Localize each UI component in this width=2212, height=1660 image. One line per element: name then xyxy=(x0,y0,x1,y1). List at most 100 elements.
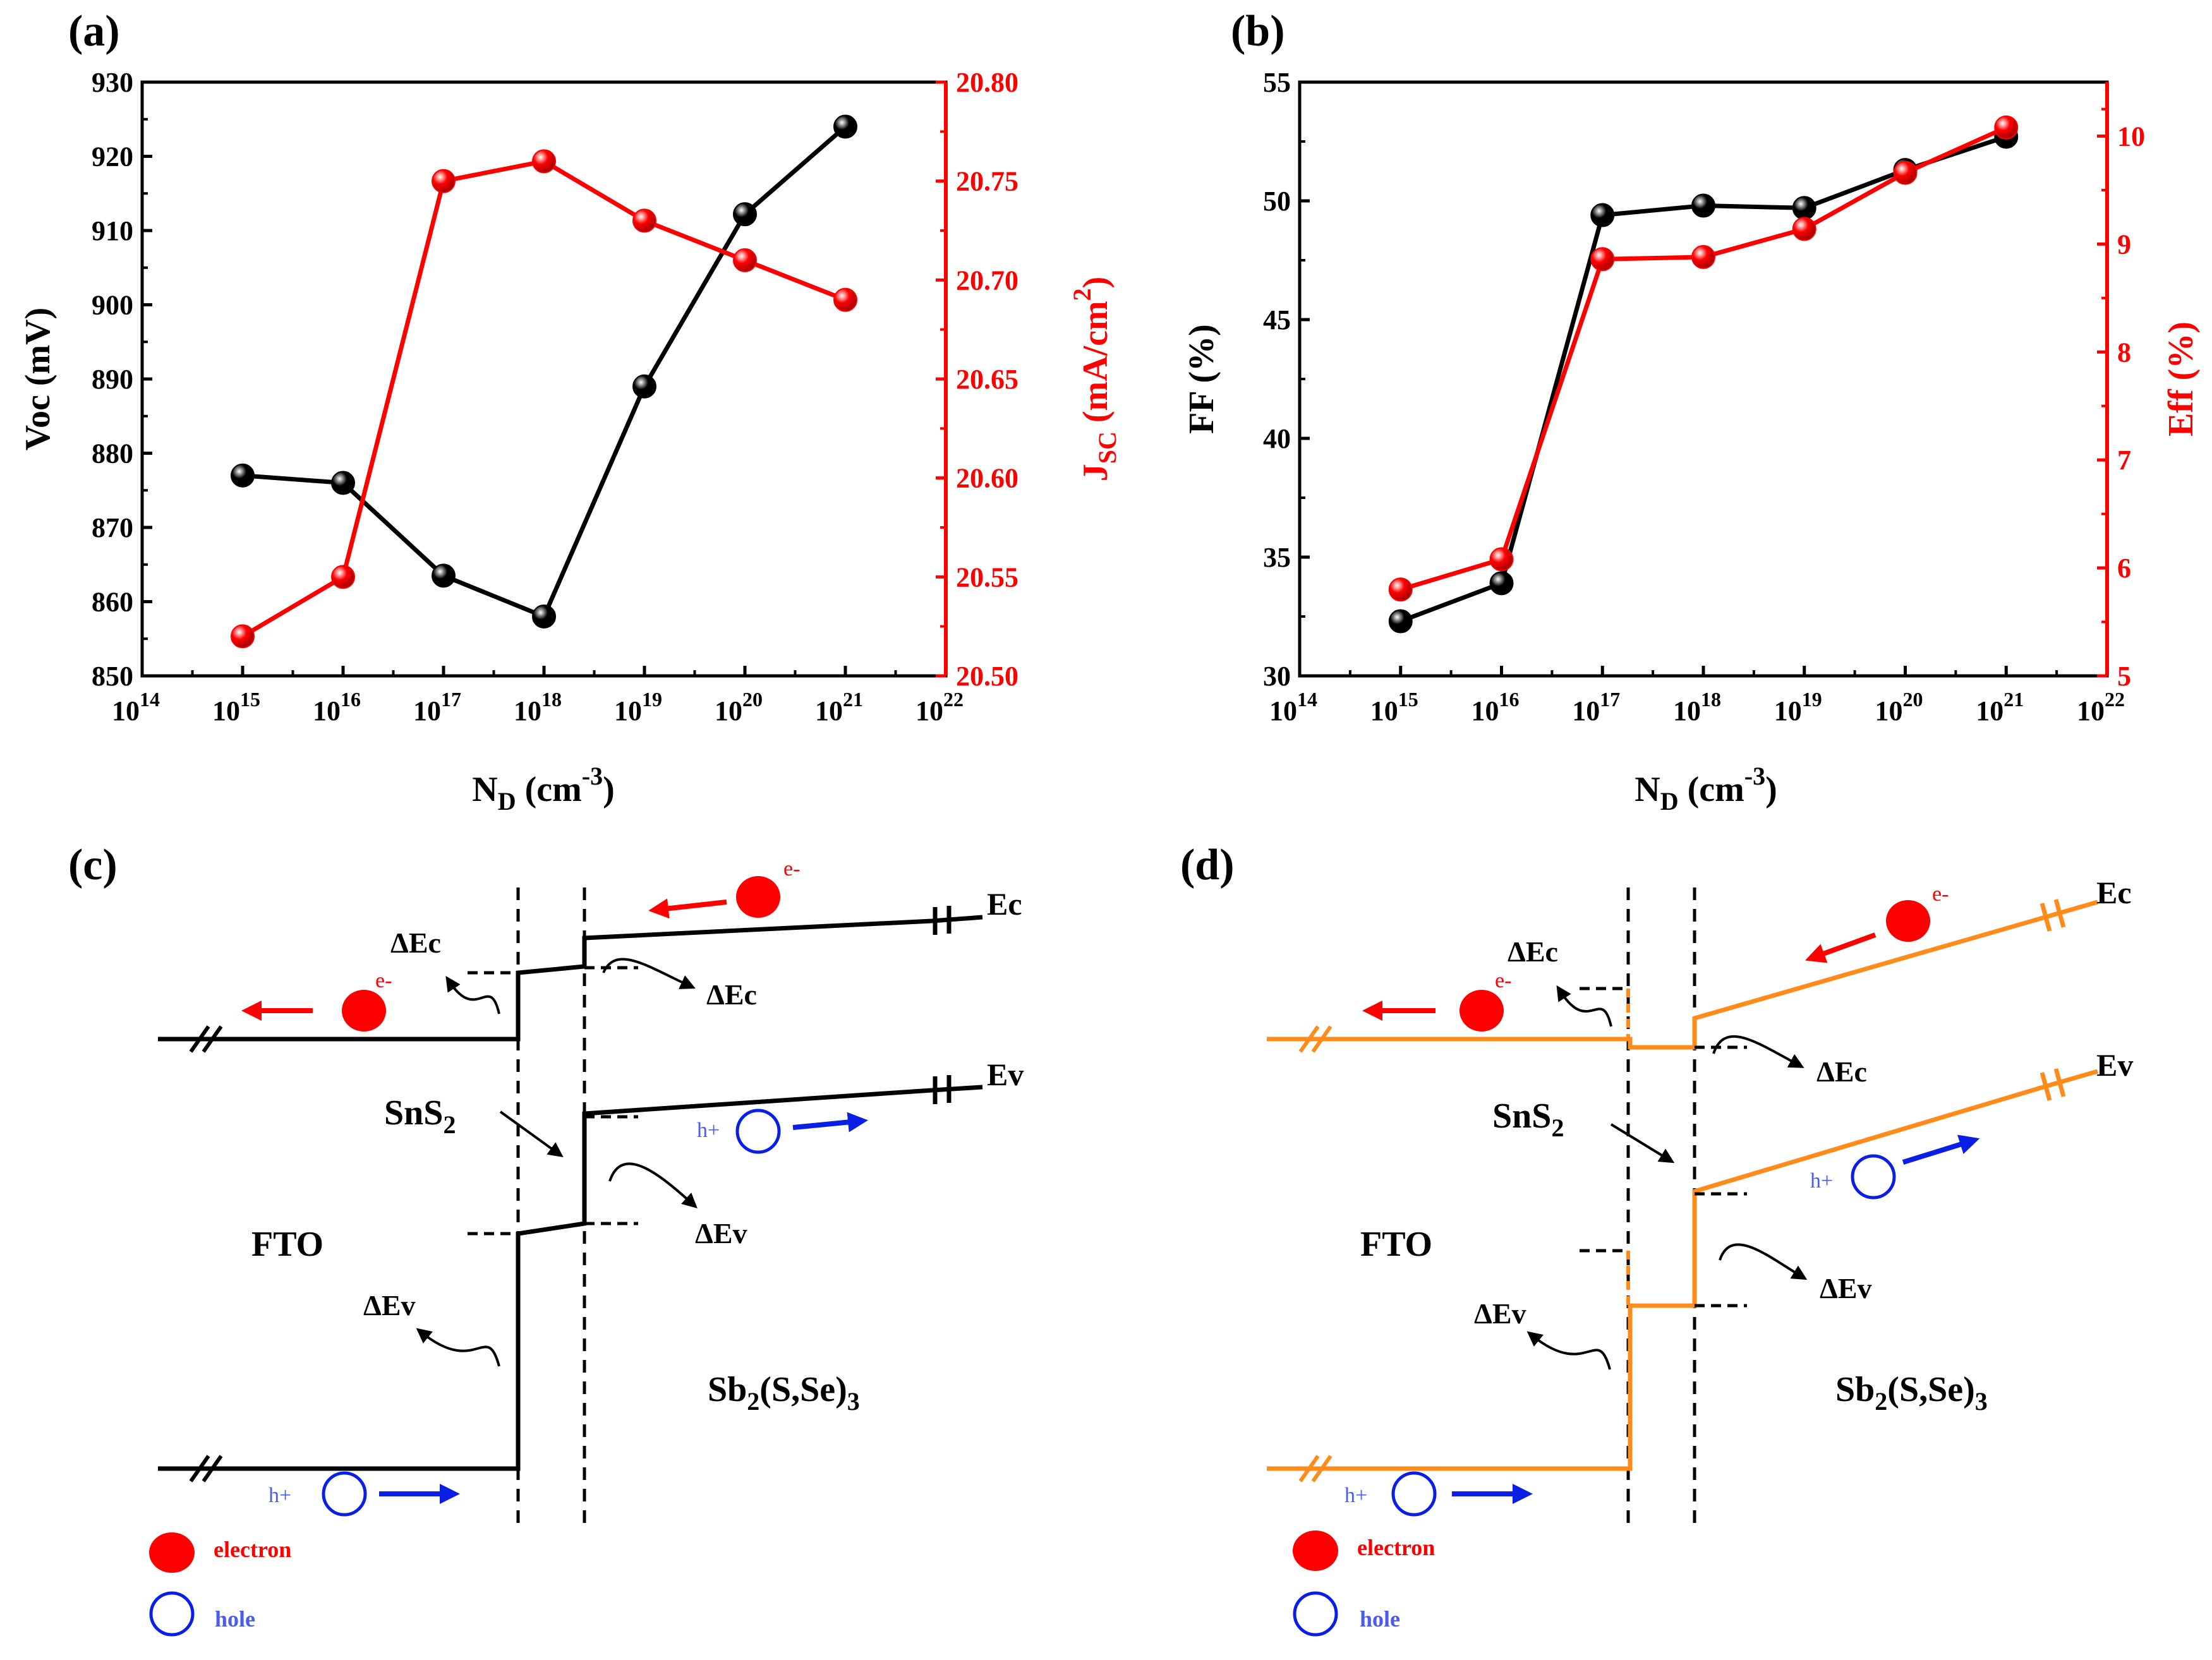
point-a-jsc-0 xyxy=(231,624,255,649)
legend-electron-icon-c xyxy=(149,1532,195,1573)
point-a-voc-1 xyxy=(331,471,355,495)
electron-icon-d1 xyxy=(1886,900,1930,942)
point-a-jsc-3 xyxy=(532,149,556,174)
e-label-c1: e- xyxy=(783,857,800,881)
snS2-label-c: SnS2 xyxy=(384,1093,456,1139)
fto-label-c: FTO xyxy=(251,1225,323,1264)
legend-hole-icon-c xyxy=(149,1591,195,1637)
h-label-c2: h+ xyxy=(269,1484,291,1507)
y-right-tick-label-a-3: 20.65 xyxy=(956,364,1018,395)
dEv-mid-arrow-c xyxy=(608,1162,698,1209)
dEv-mid-label-c: ΔEv xyxy=(695,1217,747,1249)
y-right-label-b: Eff (%) xyxy=(2161,322,2201,436)
legend-hole-label-c: hole xyxy=(215,1606,255,1632)
ec-break-d xyxy=(2040,903,2052,932)
y-right-label-a: JSC (mA/cm2) xyxy=(1068,277,1121,482)
valence-band-c xyxy=(158,1088,933,1471)
x-tick-label-b-6: 1020 xyxy=(1875,688,1923,726)
y-right-tick-label-a-4: 20.70 xyxy=(956,265,1018,296)
y-left-label-a: Voc (mV) xyxy=(18,308,57,451)
y-right-tick-label-a-2: 20.60 xyxy=(956,463,1018,494)
point-b-ff-0 xyxy=(1388,609,1413,634)
dEc-top-label-c: ΔEc xyxy=(390,927,441,959)
hole-icon-c1 xyxy=(735,1109,781,1154)
y-left-tick-label-a-7: 920 xyxy=(92,141,133,172)
y-right-tick-label-b-2: 7 xyxy=(2117,445,2131,476)
x-tick-label-b-7: 1021 xyxy=(1976,688,2024,726)
x-tick-label-a-6: 1020 xyxy=(715,688,763,726)
y-left-tick-label-b-4: 50 xyxy=(1263,186,1291,217)
hole-icon-d2 xyxy=(1391,1471,1437,1517)
x-tick-label-a-7: 1021 xyxy=(815,688,863,726)
e-label-c2: e- xyxy=(375,969,392,992)
y-left-tick-label-a-0: 850 xyxy=(92,661,133,692)
band-diagram-c: (c) ΔEc ΔEc ΔEv ΔEv SnS2 xyxy=(68,841,1024,1637)
x-tick-label-b-5: 1019 xyxy=(1774,688,1822,726)
x-label-b: ND (cm-3) xyxy=(1635,762,1777,815)
dEv-left-label-c: ΔEv xyxy=(363,1289,416,1321)
electron-icon-c1 xyxy=(736,876,780,918)
band-diagram-d: (d) ΔEc ΔEc ΔEv ΔEv xyxy=(1180,841,2133,1637)
y-right-tick-label-a-1: 20.55 xyxy=(956,562,1018,592)
valence-band-d xyxy=(1267,1084,2046,1471)
y-left-label-b: FF (%) xyxy=(1182,324,1221,434)
point-b-eff-1 xyxy=(1489,547,1514,572)
dEc-right-arrow-d xyxy=(1712,1035,1804,1068)
point-a-jsc-4 xyxy=(632,208,656,233)
y-left-tick-label-a-8: 930 xyxy=(92,67,133,98)
legend-hole-label-d: hole xyxy=(1360,1606,1400,1632)
dEc-top-label-d: ΔEc xyxy=(1508,935,1558,968)
hole-icon-d1 xyxy=(1851,1154,1896,1200)
left-break-d xyxy=(1298,1025,1320,1053)
panel-label-c: (c) xyxy=(68,841,118,889)
y-left-tick-label-b-1: 35 xyxy=(1263,542,1291,573)
chart-b: (b) 1014 1015 1016 1017 1018 1019 1020 1021 1022… xyxy=(1182,7,2201,815)
x-tick-label-b-3: 1017 xyxy=(1572,688,1620,726)
x-tick-label-a-4: 1018 xyxy=(514,688,562,726)
point-a-jsc-2 xyxy=(432,169,456,193)
x-tick-label-b-8: 1022 xyxy=(2077,688,2125,726)
panel-label-a: (a) xyxy=(68,7,120,56)
dEc-top-arrow-c xyxy=(445,975,500,1014)
point-a-jsc-1 xyxy=(331,565,355,589)
e-label-d2: e- xyxy=(1495,969,1511,992)
h-label-c1: h+ xyxy=(697,1119,720,1142)
x-tick-label-b-4: 1018 xyxy=(1673,688,1721,726)
ec-label-c: Ec xyxy=(987,886,1022,922)
dEc-right-label-c: ΔEc xyxy=(706,978,757,1011)
dEv-mid-label-d: ΔEv xyxy=(1820,1272,1872,1304)
electron-icon-c2 xyxy=(342,990,386,1031)
point-b-eff-2 xyxy=(1590,247,1615,272)
chart-a: (a) 1014 1015 1016 1017 1018 1019 1020 1021 1022… xyxy=(18,7,1121,815)
fto-label-d: FTO xyxy=(1360,1225,1432,1264)
x-tick-label-b-0: 1014 xyxy=(1269,688,1317,726)
h-label-d1: h+ xyxy=(1810,1169,1833,1193)
y-left-tick-label-b-3: 45 xyxy=(1263,304,1291,335)
point-b-ff-3 xyxy=(1691,193,1715,218)
point-b-ff-1 xyxy=(1489,571,1514,596)
x-label-a: ND (cm-3) xyxy=(472,762,614,815)
electron-icon-d2 xyxy=(1460,990,1504,1031)
hole-icon-c2 xyxy=(322,1471,367,1517)
x-tick-label-a-8: 1022 xyxy=(916,688,964,726)
y-left-tick-label-a-1: 860 xyxy=(92,587,133,618)
panel-label-d: (d) xyxy=(1180,841,1235,889)
y-right-tick-label-b-3: 8 xyxy=(2117,337,2131,368)
e-label-d1: e- xyxy=(1932,882,1949,906)
y-left-tick-label-a-3: 880 xyxy=(92,438,133,469)
point-b-eff-6 xyxy=(1994,115,2019,140)
electron-arrow-c1 xyxy=(648,898,727,919)
dEv-mid-arrow-d xyxy=(1719,1243,1808,1280)
dEv-left-label-d: ΔEv xyxy=(1474,1297,1526,1330)
y-left-tick-label-a-4: 890 xyxy=(92,364,133,395)
snS2-label-d: SnS2 xyxy=(1492,1097,1564,1142)
ev-break-d xyxy=(2040,1072,2052,1101)
dEv-left-arrow-c xyxy=(416,1328,500,1367)
ec-label-d: Ec xyxy=(2096,875,2132,910)
point-a-voc-6 xyxy=(833,114,857,139)
point-b-eff-0 xyxy=(1388,577,1413,602)
hole-arrow-c1 xyxy=(792,1112,868,1133)
conduction-band-c xyxy=(158,918,933,1042)
x-tick-label-b-2: 1016 xyxy=(1472,688,1520,726)
